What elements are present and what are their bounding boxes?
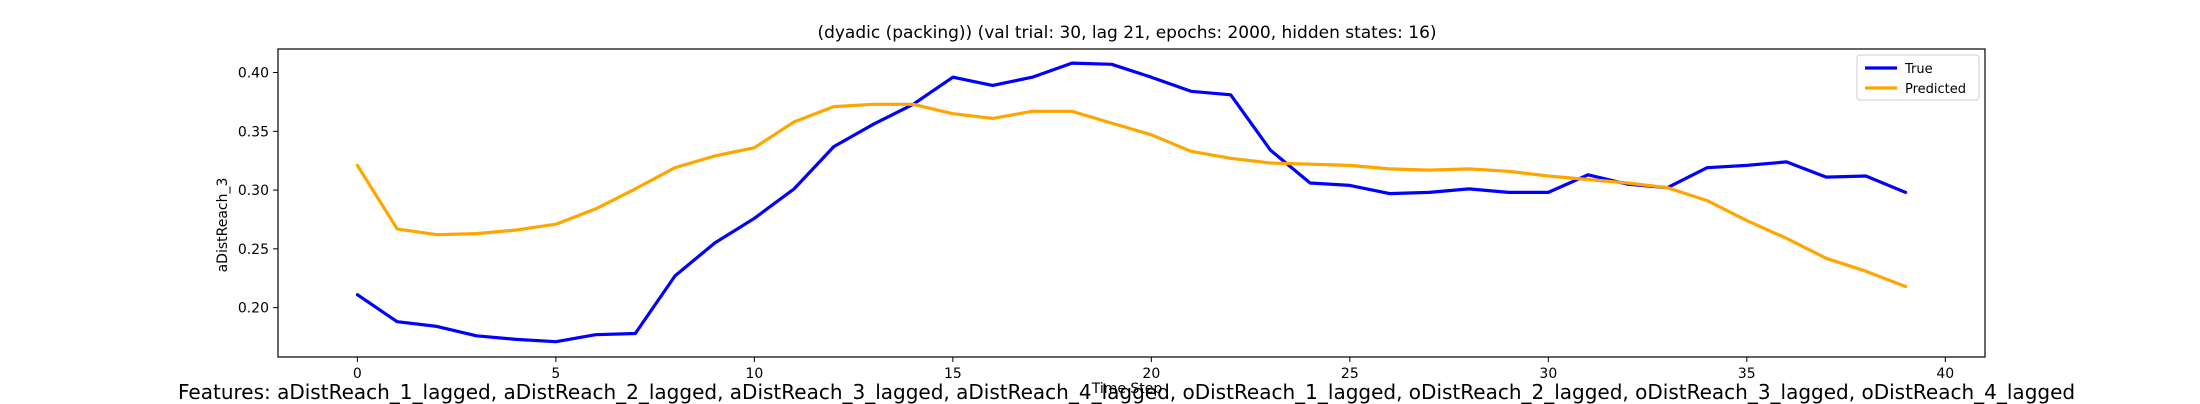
y-tick-label: 0.30 (238, 183, 269, 199)
series-line-true (355, 61, 1908, 344)
x-tick-label: 10 (745, 366, 763, 382)
y-tick-label: 0.20 (238, 301, 269, 317)
y-tick-label: 0.35 (238, 124, 269, 140)
y-axis-label: aDistReach_3 (215, 178, 231, 273)
legend-label-true: True (1904, 62, 1933, 77)
plot-frame (277, 48, 1986, 358)
x-tick-label: 0 (353, 366, 362, 382)
x-tick-label: 15 (944, 366, 962, 382)
x-tick-label: 25 (1341, 366, 1359, 382)
x-axis-label: Time Step (1091, 381, 1163, 397)
x-tick-label: 5 (551, 366, 560, 382)
series-line-predicted (355, 102, 1908, 289)
legend-label-predicted: Predicted (1905, 82, 1966, 97)
x-tick-label: 40 (1936, 366, 1954, 382)
x-tick-label: 35 (1738, 366, 1756, 382)
chart-title: (dyadic (packing)) (val trial: 30, lag 2… (817, 23, 1436, 43)
features-caption: Features: aDistReach_1_lagged, aDistReac… (178, 380, 2076, 404)
y-tick-label: 0.40 (238, 66, 269, 82)
x-tick-label: 20 (1142, 366, 1160, 382)
x-tick-label: 30 (1539, 366, 1557, 382)
y-tick-label: 0.25 (238, 242, 269, 258)
